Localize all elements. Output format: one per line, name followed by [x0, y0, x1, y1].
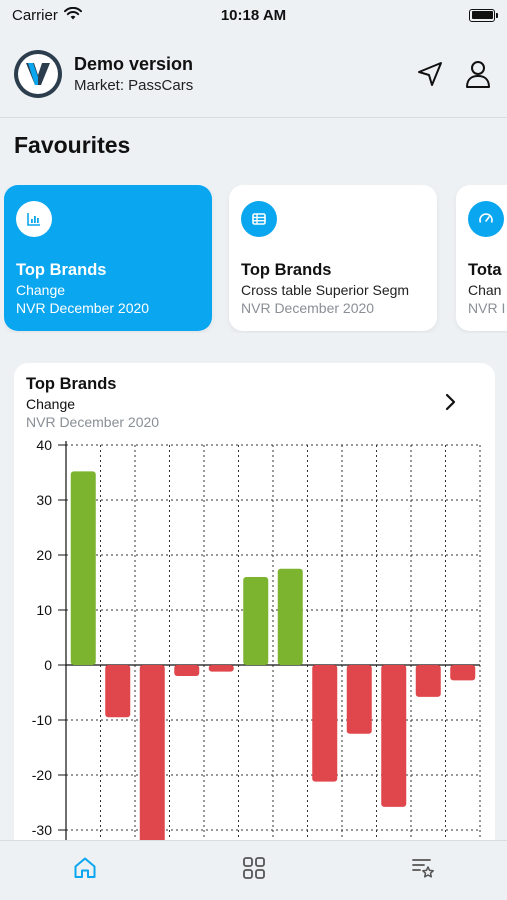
- chart-bar: [139, 665, 165, 847]
- profile-icon[interactable]: [463, 59, 493, 89]
- status-left: Carrier: [12, 6, 82, 24]
- y-tick-label: 30: [36, 492, 52, 508]
- y-tick-label: 0: [44, 657, 52, 673]
- header-text: Demo version Market: PassCars: [74, 54, 415, 94]
- favourite-card-date: NVR I: [468, 300, 506, 316]
- favourite-card-title: Top Brands: [16, 261, 107, 279]
- chart-bar: [208, 665, 234, 672]
- chart-bar: [381, 665, 407, 807]
- table-icon: [241, 201, 277, 237]
- chart-bar: [174, 665, 200, 676]
- y-tick-label: -30: [32, 822, 52, 838]
- favourite-card-title: Top Brands: [241, 261, 332, 279]
- tab-grid[interactable]: [234, 853, 274, 883]
- chart-bar: [415, 665, 441, 697]
- chart-bar: [70, 471, 96, 665]
- chart-bar: [312, 665, 338, 782]
- chart-bar: [243, 577, 269, 665]
- favourite-card-title: Tota: [468, 261, 502, 279]
- battery-icon: [469, 8, 498, 22]
- favourite-card-subtitle: Change: [16, 282, 66, 298]
- y-tick-label: -20: [32, 767, 52, 783]
- chevron-right-icon[interactable]: [439, 391, 461, 413]
- chart-title: Top Brands: [26, 375, 117, 393]
- tab-home[interactable]: [65, 853, 105, 883]
- chart-card[interactable]: 40 30 20 10 0 -10 -20 -30 Top Brands Change NVR…: [14, 363, 495, 863]
- favourite-card-date: NVR December 2020: [241, 300, 375, 316]
- favourites-title: Favourites: [14, 132, 131, 158]
- header-title: Demo version: [74, 53, 194, 74]
- y-tick-label: 40: [36, 437, 52, 453]
- chart-bar: [450, 665, 476, 681]
- location-icon[interactable]: [415, 59, 445, 89]
- y-tick-label: 10: [36, 602, 52, 618]
- carrier-label: Carrier: [12, 6, 58, 24]
- chart-date: NVR December 2020: [26, 414, 160, 430]
- starred-list-icon: [411, 859, 434, 878]
- app-logo: [14, 49, 62, 98]
- home-icon: [74, 857, 95, 878]
- chart-bar: [346, 665, 372, 734]
- favourite-card-subtitle: Cross table Superior Segm: [241, 282, 410, 298]
- chart-header: Top Brands Change NVR December 2020: [26, 375, 159, 430]
- favourites-carousel[interactable]: Top Brands Change NVR December 2020 Top …: [4, 185, 507, 333]
- favourite-card-date: NVR December 2020: [16, 300, 150, 316]
- gauge-icon: [468, 201, 504, 237]
- wifi-icon: [63, 6, 82, 24]
- favourite-card-subtitle: Chan: [468, 282, 502, 298]
- status-bar: Carrier 10:18 AM: [0, 0, 507, 30]
- chart-bar: [105, 665, 131, 718]
- header-icons: [415, 59, 493, 89]
- y-tick-label: 20: [36, 547, 52, 563]
- bar-chart: 40 30 20 10 0 -10 -20 -30: [32, 437, 481, 863]
- app-header: Demo version Market: PassCars: [0, 30, 507, 118]
- header-subtitle: Market: PassCars: [74, 76, 194, 94]
- y-tick-label: -10: [32, 712, 52, 728]
- tab-bar: [0, 840, 507, 900]
- bar-chart-icon: [16, 201, 52, 237]
- favourite-card-cross-table[interactable]: Top Brands Cross table Superior Segm NVR…: [229, 185, 437, 331]
- tab-favourites[interactable]: [403, 853, 443, 883]
- grid-icon: [242, 857, 265, 879]
- logo-v-icon: [26, 62, 50, 85]
- chart-subtitle: Change: [26, 396, 76, 412]
- chart-bar: [277, 568, 303, 665]
- favourite-card-top-brands-change[interactable]: Top Brands Change NVR December 2020: [4, 185, 212, 331]
- favourite-card-total[interactable]: Tota Chan NVR I: [456, 185, 507, 331]
